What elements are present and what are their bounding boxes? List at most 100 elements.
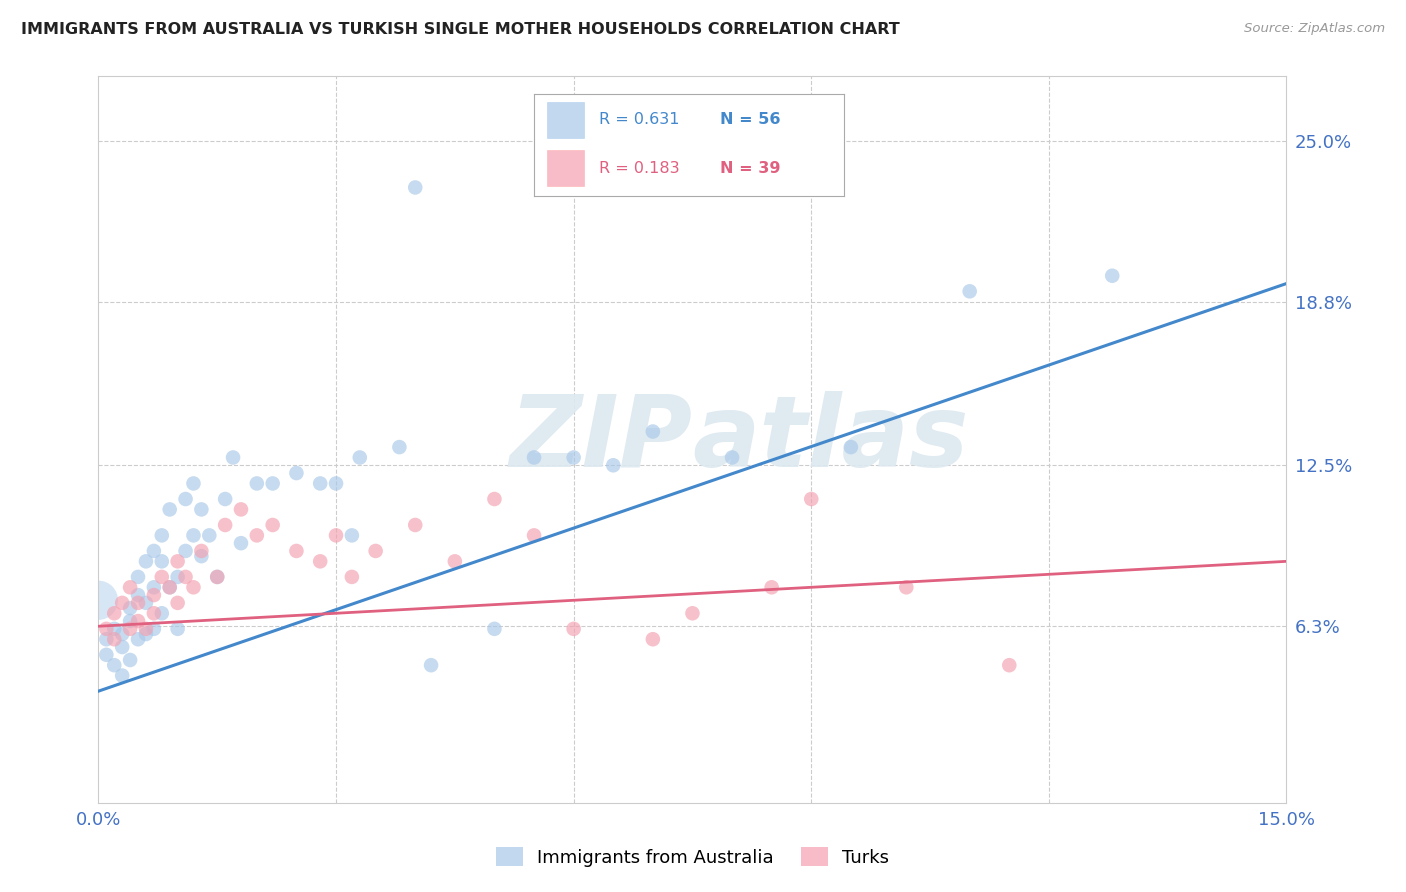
Point	[127, 632, 149, 647]
Point	[111, 627, 134, 641]
Point	[246, 528, 269, 542]
Point	[340, 570, 363, 584]
Bar	[547, 102, 583, 137]
Point	[190, 502, 212, 516]
Point	[523, 450, 546, 465]
Point	[120, 653, 142, 667]
Point	[127, 588, 149, 602]
Point	[388, 440, 411, 454]
Point	[364, 544, 387, 558]
Point	[142, 544, 165, 558]
Point	[285, 544, 308, 558]
Point	[150, 528, 173, 542]
Point	[111, 640, 134, 654]
Point	[142, 580, 165, 594]
Legend: Immigrants from Australia, Turks: Immigrants from Australia, Turks	[488, 840, 897, 874]
Point	[166, 570, 188, 584]
Point	[325, 528, 347, 542]
Point	[404, 518, 426, 533]
Point	[159, 580, 181, 594]
Point	[349, 450, 371, 465]
Point	[205, 570, 228, 584]
Point	[562, 450, 585, 465]
Point	[135, 622, 157, 636]
Point	[135, 627, 157, 641]
Point	[229, 536, 252, 550]
Point	[135, 554, 157, 568]
Point	[142, 607, 165, 621]
Point	[135, 596, 157, 610]
Point	[602, 458, 624, 473]
Point	[190, 549, 212, 563]
Point	[222, 450, 245, 465]
Point	[127, 570, 149, 584]
Point	[214, 518, 236, 533]
Point	[198, 528, 221, 542]
Point	[839, 440, 862, 454]
Point	[96, 648, 118, 662]
Point	[800, 491, 823, 506]
Point	[96, 622, 118, 636]
Point	[150, 607, 173, 621]
Point	[142, 622, 165, 636]
Point	[562, 622, 585, 636]
Point	[190, 544, 212, 558]
Point	[183, 476, 205, 491]
Text: R = 0.183: R = 0.183	[599, 161, 681, 176]
Text: R = 0.631: R = 0.631	[599, 112, 679, 128]
Point	[96, 632, 118, 647]
Point	[484, 491, 506, 506]
Point	[120, 622, 142, 636]
Point	[444, 554, 467, 568]
Point	[205, 570, 228, 584]
Text: IMMIGRANTS FROM AUSTRALIA VS TURKISH SINGLE MOTHER HOUSEHOLDS CORRELATION CHART: IMMIGRANTS FROM AUSTRALIA VS TURKISH SIN…	[21, 22, 900, 37]
Point	[183, 528, 205, 542]
Point	[120, 580, 142, 594]
Point	[150, 570, 173, 584]
Text: N = 56: N = 56	[720, 112, 780, 128]
Point	[103, 658, 125, 673]
Point	[523, 528, 546, 542]
Point	[325, 476, 347, 491]
Point	[120, 601, 142, 615]
Point	[127, 596, 149, 610]
Point	[681, 607, 703, 621]
Point	[998, 658, 1021, 673]
Point	[214, 491, 236, 506]
Point	[484, 622, 506, 636]
Text: Source: ZipAtlas.com: Source: ZipAtlas.com	[1244, 22, 1385, 36]
Point	[309, 554, 332, 568]
Text: N = 39: N = 39	[720, 161, 780, 176]
Point	[111, 596, 134, 610]
Point	[959, 285, 981, 299]
Point	[174, 570, 197, 584]
Point	[174, 491, 197, 506]
Point	[103, 632, 125, 647]
Point	[174, 544, 197, 558]
Point	[166, 596, 188, 610]
Point	[111, 668, 134, 682]
Point	[183, 580, 205, 594]
Point	[721, 450, 744, 465]
Point	[166, 554, 188, 568]
Bar	[547, 150, 583, 186]
Point	[420, 658, 443, 673]
Point	[142, 588, 165, 602]
Point	[641, 632, 664, 647]
Point	[103, 607, 125, 621]
Point	[309, 476, 332, 491]
Point	[262, 476, 284, 491]
Text: ZIP: ZIP	[509, 391, 692, 488]
Point	[87, 593, 110, 607]
Point	[103, 622, 125, 636]
Point	[120, 614, 142, 628]
Point	[127, 614, 149, 628]
Text: atlas: atlas	[692, 391, 969, 488]
Point	[159, 502, 181, 516]
Point	[1101, 268, 1123, 283]
Point	[641, 425, 664, 439]
Point	[285, 466, 308, 480]
Point	[340, 528, 363, 542]
Point	[896, 580, 918, 594]
Point	[761, 580, 783, 594]
